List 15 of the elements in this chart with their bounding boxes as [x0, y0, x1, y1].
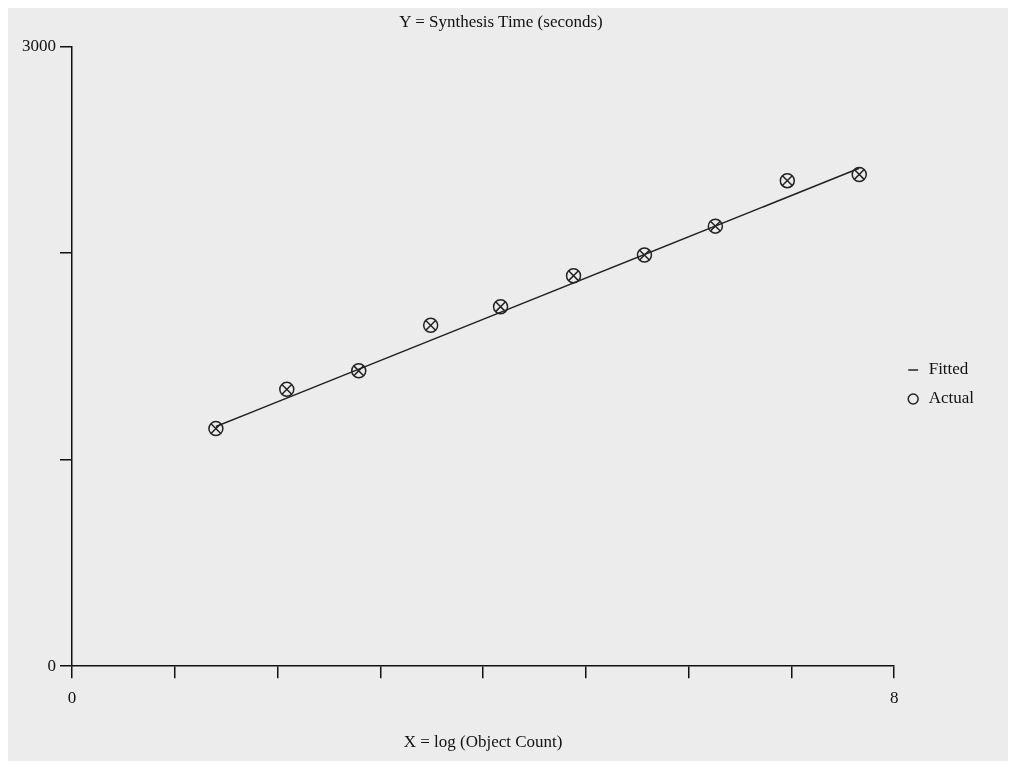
point: [779, 172, 796, 189]
x-axis-title: X = log (Object Count): [403, 732, 563, 752]
y-tick-label: 3000: [22, 35, 56, 55]
point: [636, 247, 653, 263]
x-tick-label: 8: [889, 687, 899, 707]
point: [851, 166, 867, 183]
legend-label: Actual: [928, 388, 975, 408]
point: [492, 298, 509, 315]
y-axis-title: Y = Synthesis Time (seconds): [399, 11, 603, 31]
point: [422, 317, 439, 334]
point: [279, 381, 295, 398]
point: [707, 218, 724, 234]
legend-label: Fitted: [928, 359, 969, 379]
point: [350, 363, 367, 379]
point: [565, 267, 582, 284]
